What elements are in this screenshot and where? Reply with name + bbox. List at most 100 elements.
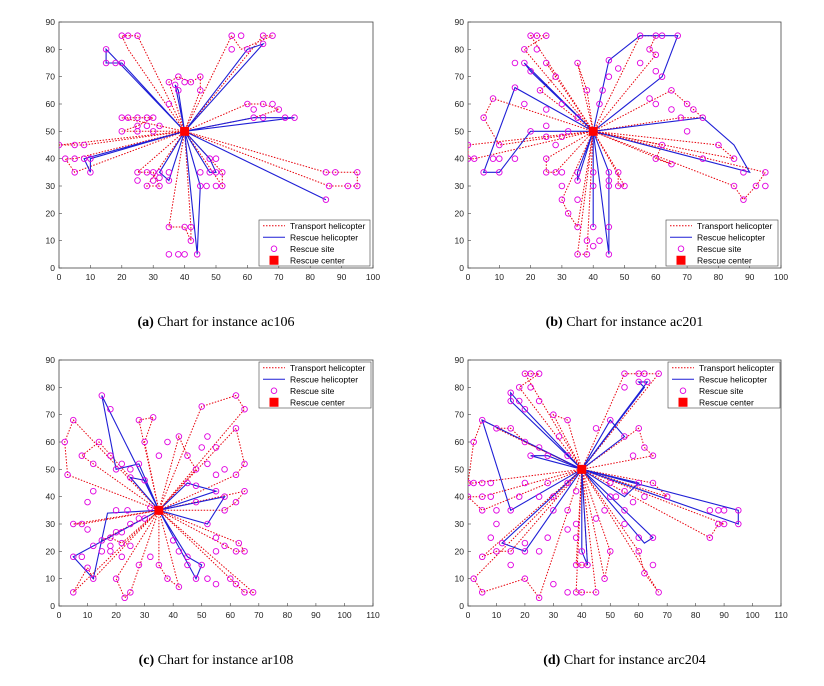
rescue-site-marker — [70, 553, 77, 561]
legend-swatch-center — [676, 255, 686, 265]
rescue-site-marker — [78, 520, 86, 528]
rescue-site-marker — [527, 384, 534, 391]
rescue-site-marker — [175, 251, 182, 258]
rescue-site-marker — [322, 169, 330, 176]
rescue-site-marker — [175, 548, 183, 555]
rescue-site-marker — [507, 425, 514, 432]
rescue-site-marker — [228, 32, 235, 39]
rescue-site-marker — [496, 169, 503, 176]
rescue-site-marker — [544, 534, 551, 541]
y-tick-label: 90 — [455, 17, 465, 27]
rescue-site-marker — [118, 553, 126, 561]
y-tick-label: 60 — [46, 437, 56, 447]
rescue-site-marker — [605, 182, 613, 190]
rescue-route — [592, 35, 679, 132]
x-tick-label: 80 — [691, 610, 701, 620]
rescue-site-marker — [641, 370, 648, 377]
rescue-site-marker — [635, 425, 642, 432]
rescue-site-marker — [574, 223, 581, 231]
legend-swatch-site — [270, 245, 278, 252]
rescue-site-marker — [219, 169, 226, 176]
rescue-site-marker — [478, 479, 486, 487]
y-tick-label: 80 — [455, 382, 465, 392]
x-tick-label: 50 — [606, 610, 616, 620]
rescue-site-marker — [192, 575, 200, 582]
rescue-site-marker — [192, 482, 200, 489]
rescue-site-marker — [592, 515, 600, 522]
rescue-site-marker — [605, 223, 613, 231]
legend-label-transport: Transport helicopter — [290, 363, 365, 373]
rescue-site-marker — [468, 493, 472, 500]
rescue-site-marker — [118, 128, 126, 135]
panel-caption: (c) Chart for instance ar108 — [139, 653, 294, 668]
rescue-site-marker — [487, 493, 495, 500]
rescue-site-marker — [112, 59, 119, 67]
rescue-site-marker — [652, 67, 660, 75]
rescue-site-marker — [121, 594, 128, 602]
rescue-site-marker — [212, 487, 220, 495]
y-tick-label: 50 — [46, 464, 56, 474]
rescue-center-marker — [577, 464, 587, 474]
rescue-site-marker — [135, 460, 143, 468]
rescue-site-marker — [107, 548, 114, 555]
x-tick-label: 80 — [283, 610, 293, 620]
rescue-site-marker — [574, 114, 581, 121]
transport-route — [483, 97, 594, 146]
rescue-site-marker — [649, 479, 657, 487]
rescue-site-marker — [690, 106, 697, 113]
rescue-site-marker — [706, 507, 714, 514]
rescue-site-marker — [658, 141, 666, 149]
rescue-site-marker — [204, 460, 211, 468]
rescue-site-marker — [599, 87, 606, 94]
rescue-site-marker — [84, 498, 91, 506]
rescue-site-marker — [635, 548, 642, 555]
rescue-site-marker — [589, 182, 597, 190]
rescue-site-marker — [165, 251, 173, 258]
rescue-site-marker — [511, 155, 519, 162]
rescue-site-marker — [668, 87, 675, 94]
rescue-site-marker — [90, 487, 97, 495]
rescue-site-marker — [197, 87, 204, 94]
rescue-route — [482, 86, 594, 173]
x-tick-label: 40 — [168, 610, 178, 620]
panel-caption: (b) Chart for instance ac201 — [546, 315, 704, 330]
transport-route — [64, 419, 160, 511]
rescue-site-marker — [521, 59, 528, 67]
rescue-site-marker — [543, 155, 550, 162]
rescue-site-marker — [607, 416, 614, 424]
legend-label-rescue: Rescue helicopter — [697, 232, 765, 242]
rescue-site-marker — [80, 155, 88, 162]
rescue-site-marker — [558, 196, 566, 203]
rescue-site-marker — [740, 169, 747, 176]
rescue-site-marker — [212, 169, 220, 176]
rescue-site-marker — [204, 575, 211, 582]
x-tick-label: 0 — [57, 610, 62, 620]
rescue-site-marker — [607, 479, 614, 487]
rescue-site-marker — [605, 251, 613, 258]
y-tick-label: 90 — [455, 355, 465, 365]
rescue-site-marker — [511, 84, 519, 91]
rescue-site-marker — [527, 32, 534, 39]
y-tick-label: 20 — [455, 546, 465, 556]
rescue-site-marker — [107, 405, 114, 413]
rescue-site-marker — [118, 59, 126, 67]
transport-route — [592, 35, 657, 132]
rescue-site-marker — [118, 32, 126, 39]
rescue-site-marker — [515, 493, 523, 500]
legend-swatch-center — [678, 397, 688, 407]
rescue-site-marker — [644, 378, 651, 386]
transport-route — [73, 509, 159, 525]
y-tick-label: 70 — [46, 410, 56, 420]
rescue-site-marker — [471, 155, 478, 162]
rescue-site-marker — [127, 466, 134, 473]
rescue-site-marker — [596, 100, 603, 108]
transport-route — [115, 510, 160, 599]
rescue-site-marker — [118, 460, 126, 468]
rescue-site-marker — [564, 526, 571, 533]
rescue-site-marker — [583, 87, 591, 94]
rescue-site-marker — [735, 520, 742, 528]
caption-label: (d) — [543, 653, 560, 668]
transport-route — [158, 427, 246, 511]
rescue-site-marker — [212, 534, 220, 541]
